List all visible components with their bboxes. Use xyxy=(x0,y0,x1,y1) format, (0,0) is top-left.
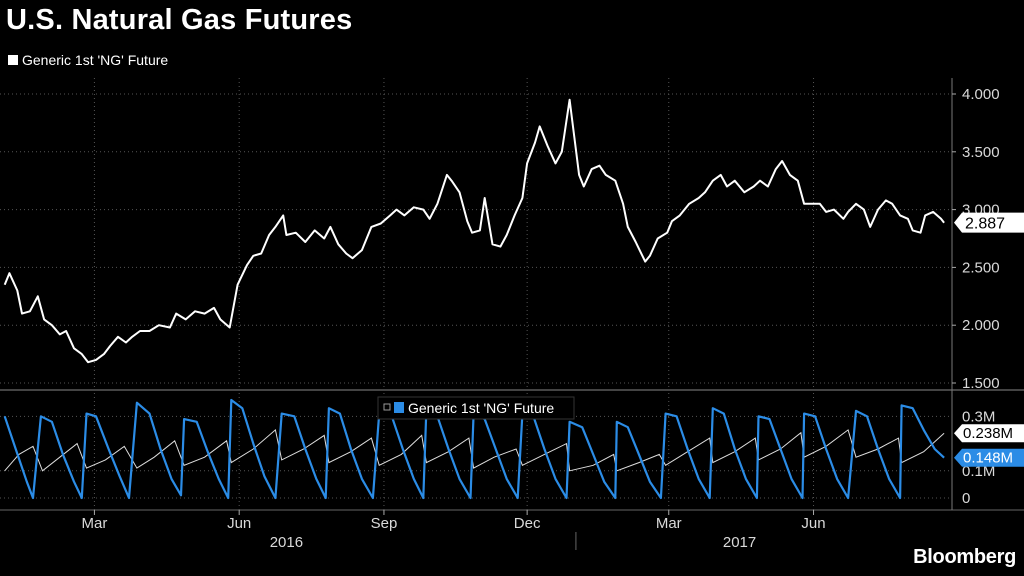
legend-bottom-label: Generic 1st 'NG' Future xyxy=(408,400,554,416)
legend-top: Generic 1st 'NG' Future xyxy=(8,52,168,68)
month-tick-label: Sep xyxy=(371,515,398,532)
legend-top-label: Generic 1st 'NG' Future xyxy=(22,52,169,68)
volume-tick-label: 0.1M xyxy=(962,463,995,480)
price-tick-label: 4.000 xyxy=(962,86,1000,103)
open-interest-last-value-tag xyxy=(954,424,1024,443)
price-tick-label: 1.500 xyxy=(962,375,1000,392)
chart-title: U.S. Natural Gas Futures xyxy=(6,4,353,36)
legend-volume-swatch-icon xyxy=(394,402,404,413)
volume-last-value-tag xyxy=(954,448,1024,467)
month-tick-label: Dec xyxy=(514,515,541,532)
bloomberg-logo: Bloomberg xyxy=(913,546,1016,568)
price-last-value-tag xyxy=(954,212,1024,233)
open-interest-last-value-label: 0.238M xyxy=(963,425,1013,442)
year-label: 2016 xyxy=(270,534,303,551)
month-tick-label: Jun xyxy=(227,515,251,532)
price-tick-label: 2.500 xyxy=(962,259,1000,276)
volume-tick-label: 0.3M xyxy=(962,408,995,425)
price-tick-label: 2.000 xyxy=(962,317,1000,334)
year-label: 2017 xyxy=(723,534,756,551)
price-tick-label: 3.500 xyxy=(962,144,1000,161)
price-series-line xyxy=(3,98,945,364)
legend-expand-icon xyxy=(383,403,391,411)
month-tick-label: Jun xyxy=(801,515,825,532)
volume-tick-label: 0 xyxy=(962,490,970,507)
legend-swatch-icon xyxy=(8,55,18,65)
month-tick-label: Mar xyxy=(81,515,107,532)
price-last-value-label: 2.887 xyxy=(965,216,1005,233)
legend-bottom-box xyxy=(377,396,575,420)
volume-last-value-label: 0.148M xyxy=(963,450,1013,467)
month-tick-label: Mar xyxy=(656,515,682,532)
